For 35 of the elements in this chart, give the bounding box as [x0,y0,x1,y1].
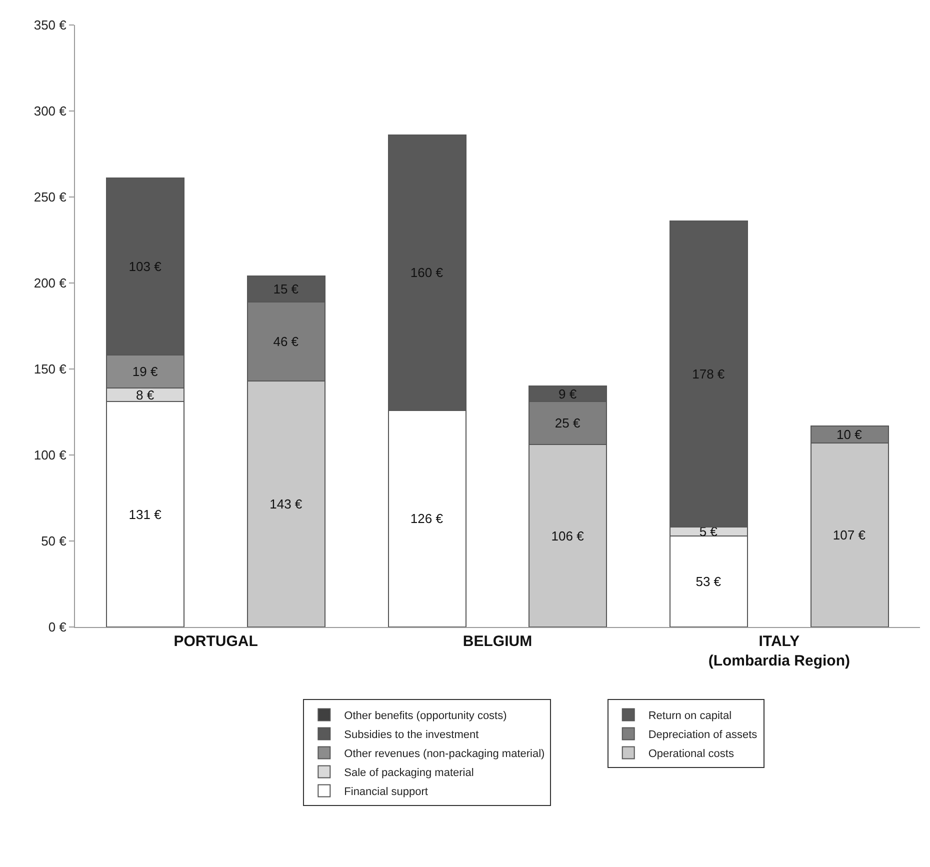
data-label: 8 € [136,387,155,402]
y-tick-label: 250 € [34,190,68,205]
y-tick-label: 150 € [34,362,68,377]
y-tick-label: 200 € [34,276,68,291]
data-label: 46 € [273,334,300,349]
data-label: 160 € [410,265,444,280]
legend-label: Depreciation of assets [648,729,758,742]
data-label: 15 € [273,282,300,297]
legend-label: Sale of packaging material [344,767,474,780]
data-label: 53 € [696,574,722,589]
y-tick-label: 0 € [48,620,68,635]
legend-label: Financial support [344,786,428,798]
y-tick-label: 100 € [34,448,68,463]
x-tick-label: PORTUGAL [174,633,258,650]
data-label: 131 € [128,506,162,522]
legend-label: Other benefits (opportunity costs) [344,710,507,722]
legend-label: Subsidies to the investment [344,729,479,742]
data-label: 107 € [832,527,866,542]
data-label: 126 € [410,511,444,526]
x-tick-label: ITALY (Lombardia Region) [708,633,850,670]
data-label: 178 € [692,366,726,382]
data-label: 10 € [836,426,863,442]
data-label: 106 € [551,528,585,544]
legend-label: Operational costs [648,748,734,760]
data-label: 19 € [132,364,158,380]
legend-label: Return on capital [648,710,732,722]
data-label: 9 € [558,386,578,402]
y-tick-label: 50 € [41,534,68,549]
y-tick-label: 350 € [34,18,68,33]
data-label: 25 € [554,416,581,431]
data-label: 143 € [270,496,303,512]
y-tick-label: 300 € [34,104,68,119]
x-tick-label: BELGIUM [462,633,532,650]
legend-label: Other revenues (non-packaging material) [344,748,545,760]
data-label: 103 € [128,259,162,274]
